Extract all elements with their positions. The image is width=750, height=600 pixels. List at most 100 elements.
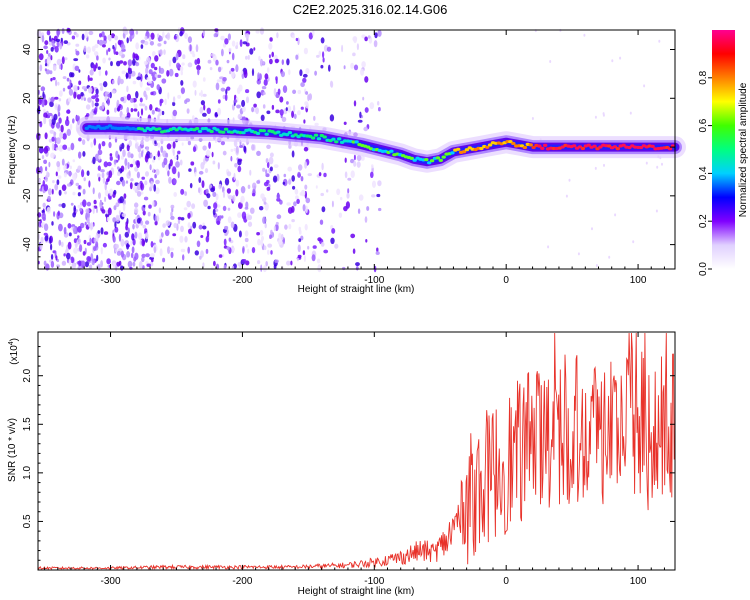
snr-ytick-label: 0.5	[22, 514, 33, 528]
snr-multiplier: (x104)	[8, 338, 20, 365]
spectrogram-ridge-point	[450, 151, 455, 155]
svg-text:(x104): (x104)	[8, 338, 20, 365]
colorbar-tick-label: 0.6	[698, 118, 709, 132]
spectrogram-xtick-label: -100	[364, 275, 384, 286]
spectrogram-ridge-point	[287, 131, 293, 135]
spectrogram-ridge-point	[334, 140, 339, 144]
spectrogram-ridge-point	[221, 130, 226, 134]
spectrogram-ridge-point	[464, 148, 470, 152]
spectrogram-ridge-point	[615, 147, 620, 151]
snr-ytick-label: 2.0	[22, 368, 33, 382]
spectrogram-ridge-point	[485, 145, 490, 149]
spectrogram-ridge-point	[598, 145, 603, 149]
snr-xtick-label: -100	[364, 576, 384, 587]
spectrogram-ridge-point	[142, 129, 147, 133]
spectrogram-ridge-point	[461, 150, 467, 154]
spectrogram-ridge-point	[157, 127, 162, 131]
spectrogram-ylabel: Frequency (Hz)	[7, 116, 18, 185]
spectrogram-ridge-point	[667, 147, 673, 151]
snr-axes: -300 -200 -100 0 100 0.5 1.0 1.5 2.0	[22, 332, 675, 587]
spectrogram-xtick-label: -200	[232, 275, 252, 286]
snr-ytick-label: 1.5	[22, 417, 33, 431]
spectrogram-ridge-point	[479, 146, 484, 151]
spectrogram-ridge-point	[84, 126, 90, 130]
spectrogram-ridge-point	[540, 146, 545, 150]
spectrogram-ridge-point	[586, 143, 591, 147]
snr-xlabel: Height of straight line (km)	[298, 586, 415, 597]
snr-xtick-label: 0	[503, 576, 509, 587]
spectrogram-ytick-label: 0	[22, 144, 33, 150]
spectrogram-ridge-point	[543, 143, 548, 147]
spectrogram-ridge-point	[424, 158, 429, 162]
spectrogram-ridge-point	[580, 146, 586, 151]
spectrogram-ytick-label: 20	[22, 92, 33, 104]
spectrogram-ridge-point	[313, 133, 319, 137]
spectrogram-ytick-label: 40	[22, 44, 33, 56]
spectrogram-ridge-point	[276, 130, 281, 134]
spectrogram-ridge-point	[412, 158, 417, 162]
colorbar-tick-label: 0.0	[698, 262, 709, 276]
spectrogram-ytick-label: -20	[22, 188, 33, 203]
snr-series-line	[37, 332, 675, 571]
spectrogram-ridge-point	[331, 137, 336, 141]
spectrogram-ridge-point	[456, 147, 461, 151]
spectrogram-ridge-point	[650, 144, 655, 148]
spectrogram-ridge-point	[389, 149, 394, 153]
snr-xtick-label: -300	[101, 576, 121, 587]
colorbar-gradient	[712, 30, 735, 269]
spectrogram-xtick-label: 0	[503, 275, 509, 286]
spectrogram-ridge-point	[537, 144, 542, 148]
snr-frame	[37, 331, 676, 571]
spectrogram-ridge-point	[310, 136, 316, 140]
spectrogram-ridge-point	[621, 143, 626, 147]
snr-multiplier-close: )	[9, 338, 20, 341]
colorbar-axes: 0.0 0.2 0.4 0.6 0.8	[698, 70, 712, 276]
spectrogram-ridge-point	[487, 143, 493, 147]
spectrogram-ridge-point	[107, 124, 113, 128]
spectrogram-ridge-point	[255, 131, 261, 136]
spectrogram-ridge-point	[409, 156, 414, 160]
spectrogram-ridge-point	[194, 127, 200, 131]
spectrogram-ridge-point	[241, 131, 246, 135]
spectrogram-ridge-point	[438, 158, 443, 162]
spectrogram-ridge-point	[592, 144, 597, 148]
spectrogram-ridge-layer	[75, 116, 686, 173]
snr-multiplier-exp: 4	[8, 341, 15, 345]
spectrogram-noise-layer	[36, 26, 663, 273]
colorbar-panel: 0.0 0.2 0.4 0.6 0.8 Normalized spectral ampl…	[698, 30, 749, 276]
spectrogram-ridge-point	[511, 141, 516, 146]
spectrogram-ridge-point	[322, 135, 327, 139]
spectrogram-ridge-point	[572, 144, 577, 148]
spectrogram-ytick-label: -40	[22, 237, 33, 252]
spectrogram-ridge-point	[215, 128, 220, 132]
snr-panel: -300 -200 -100 0 100 0.5 1.0 1.5 2.0 Height of s…	[7, 331, 676, 597]
spectrogram-frame	[37, 29, 676, 270]
spectrogram-ridge-point	[284, 133, 290, 137]
spectrogram-ridge-point	[354, 140, 359, 144]
colorbar-tick-label: 0.8	[698, 70, 709, 84]
spectrogram-ridge-point	[316, 137, 322, 141]
spectrogram-xlabel: Height of straight line (km)	[298, 284, 415, 295]
colorbar-tick-label: 0.4	[698, 166, 709, 180]
spectrogram-ridge-point	[435, 156, 441, 160]
snr-multiplier-base: (x10	[9, 345, 20, 365]
spectrogram-ridge-point	[96, 124, 101, 128]
snr-xtick-label: -200	[232, 576, 252, 587]
spectrogram-ridge-point	[441, 155, 446, 159]
spectrogram-ridge-point	[337, 137, 342, 141]
spectrogram-ridge-point	[531, 145, 536, 150]
snr-xtick-label: 100	[630, 576, 647, 587]
snr-ylabel: SNR (10 * v/v)	[7, 418, 18, 482]
spectrogram-ridge-point	[429, 159, 435, 163]
spectrogram-xtick-label: 100	[630, 275, 647, 286]
colorbar-tick-label: 0.2	[698, 214, 709, 228]
spectrogram-ridge-point	[528, 143, 533, 147]
spectrogram-ridge-point	[261, 129, 266, 133]
colorbar-label: Normalized spectral amplitude	[738, 82, 749, 217]
spectrogram-ridge-point	[508, 140, 513, 144]
spectrogram-ridge-point	[209, 129, 214, 134]
snr-ytick-label: 1.0	[22, 466, 33, 480]
spectrogram-ridge-point	[264, 132, 269, 136]
